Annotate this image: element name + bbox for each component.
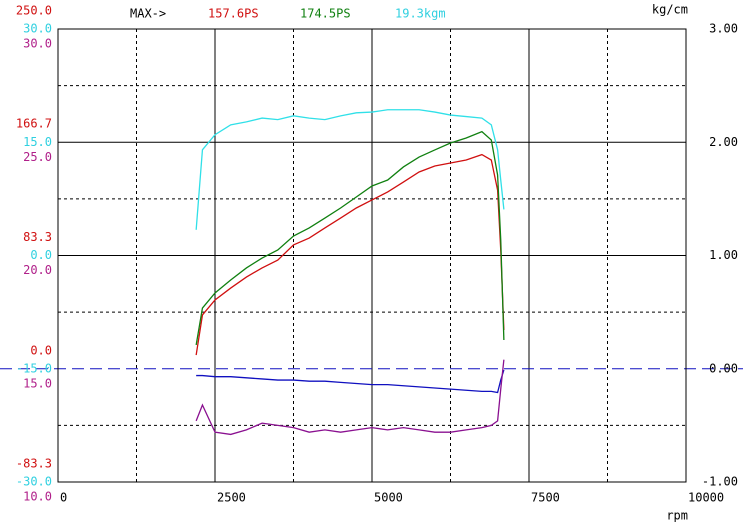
y-tick-label: 166.7 xyxy=(16,117,52,131)
y-tick-label: 25.0 xyxy=(23,150,52,164)
right-tick-label: 2.00 xyxy=(709,135,738,149)
x-unit: rpm xyxy=(666,509,688,523)
series-line xyxy=(196,369,505,394)
series-line xyxy=(195,359,505,436)
y-tick-label: -30.0 xyxy=(16,475,52,489)
right-tick-label: -1.00 xyxy=(702,475,738,489)
header: MAX-> xyxy=(130,7,166,21)
right-unit: kg/cm xyxy=(652,3,688,17)
series-line xyxy=(195,109,505,230)
max-label: 19.3kgm xyxy=(395,7,446,21)
y-tick-label: 30.0 xyxy=(23,37,52,51)
y-tick-label: 250.0 xyxy=(16,4,52,18)
right-tick-label: 3.00 xyxy=(709,22,738,36)
max-label: 157.6PS xyxy=(208,7,259,21)
y-tick-label: -83.3 xyxy=(16,457,52,471)
series-line xyxy=(195,130,505,346)
y-tick-label: 0.0 xyxy=(30,343,52,357)
x-tick-label: 10000 xyxy=(688,491,724,505)
y-tick-label: -15.0 xyxy=(16,361,52,375)
y-tick-label: 30.0 xyxy=(23,22,52,36)
series-line xyxy=(195,153,505,356)
x-tick-label: 5000 xyxy=(374,491,403,505)
x-tick-label: 7500 xyxy=(531,491,560,505)
y-tick-label: 20.0 xyxy=(23,263,52,277)
max-label: 174.5PS xyxy=(300,7,351,21)
x-tick-label: 0 xyxy=(60,491,67,505)
plot-frame xyxy=(57,28,687,483)
y-tick-label: 15.0 xyxy=(23,376,52,390)
x-tick-label: 2500 xyxy=(217,491,246,505)
y-tick-label: 83.3 xyxy=(23,230,52,244)
y-tick-label: 0.0 xyxy=(30,248,52,262)
y-tick-label: 10.0 xyxy=(23,490,52,504)
right-tick-label: 0.00 xyxy=(709,361,738,375)
right-tick-label: 1.00 xyxy=(709,248,738,262)
y-tick-label: 15.0 xyxy=(23,135,52,149)
